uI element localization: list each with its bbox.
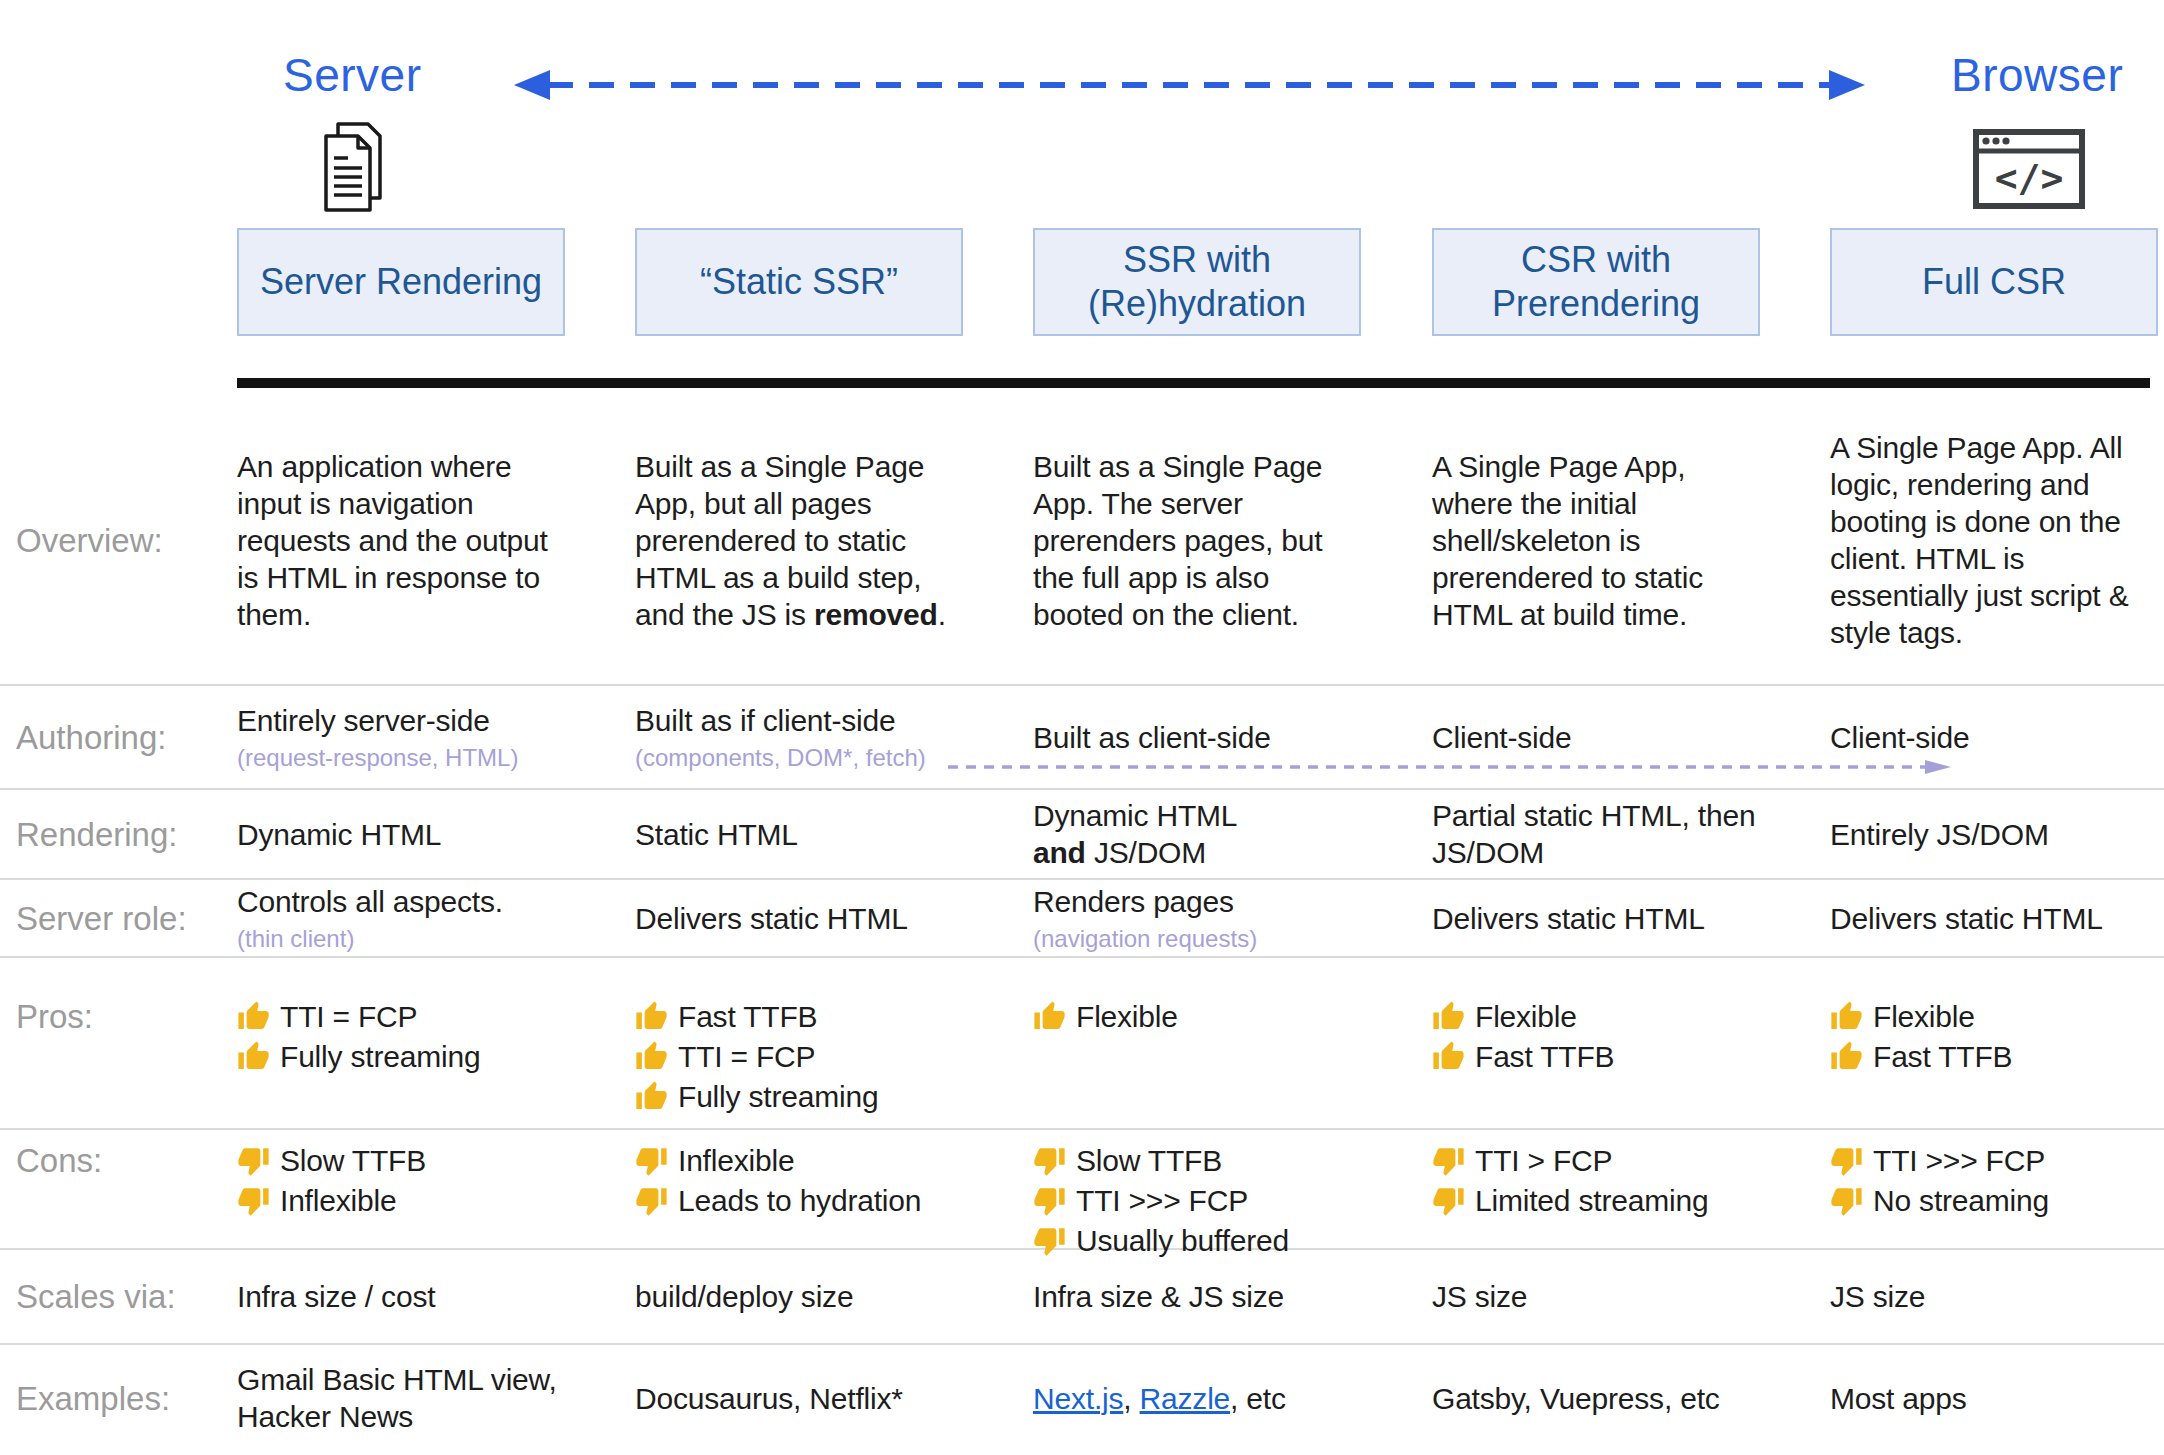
- row-label-cons: Cons:: [16, 1130, 237, 1262]
- server-role-server-rendering: Controls all aspects. (thin client): [237, 880, 565, 956]
- thumbs-up-icon: [635, 1080, 668, 1113]
- thumbs-down-icon: [1033, 1144, 1066, 1177]
- authoring-subtext: (request-response, HTML): [237, 743, 565, 773]
- server-label: Server: [283, 48, 421, 102]
- rendering-spectrum-diagram: Server Browser </> Server Rende: [0, 0, 2164, 1455]
- scales-full-csr: JS size: [1830, 1250, 2158, 1343]
- browser-label: Browser: [1951, 48, 2123, 102]
- divider-rule: [237, 378, 2150, 388]
- row-scales-via: Scales via: Infra size / cost build/depl…: [0, 1250, 2164, 1345]
- column-header-full-csr: Full CSR: [1830, 228, 2158, 336]
- nextjs-link[interactable]: Next.js: [1033, 1382, 1123, 1415]
- pros-static-ssr: Fast TTFB TTI = FCP Fully streaming: [635, 958, 963, 1128]
- server-role-subtext: (navigation requests): [1033, 924, 1361, 954]
- thumbs-up-icon: [635, 1040, 668, 1073]
- server-browser-spectrum-arrow-icon: [512, 62, 1867, 108]
- thumbs-down-icon: [1432, 1144, 1465, 1177]
- thumbs-up-icon: [1830, 1000, 1863, 1033]
- row-label-authoring: Authoring:: [16, 686, 237, 788]
- server-role-subtext: (thin client): [237, 924, 565, 954]
- row-label-scales-via: Scales via:: [16, 1250, 237, 1343]
- pros-ssr-rehydration: Flexible: [1033, 958, 1361, 1128]
- server-role-csr-prerendering: Delivers static HTML: [1432, 880, 1760, 956]
- thumbs-down-icon: [237, 1184, 270, 1217]
- cons-full-csr: TTI >>> FCP No streaming: [1830, 1130, 2158, 1262]
- overview-static-ssr: Built as a Single Page App, but all page…: [635, 396, 963, 684]
- row-label-server-role: Server role:: [16, 880, 237, 956]
- row-server-role: Server role: Controls all aspects. (thin…: [0, 880, 2164, 958]
- column-header-server-rendering: Server Rendering: [237, 228, 565, 336]
- examples-ssr-rehydration: Next.js, Razzle, etc: [1033, 1345, 1361, 1451]
- client-side-trend-arrow-icon: [948, 760, 1952, 774]
- browser-window-icon: </>: [1972, 128, 2086, 210]
- rendering-static-ssr: Static HTML: [635, 790, 963, 878]
- thumbs-down-icon: [237, 1144, 270, 1177]
- row-authoring: Authoring: Entirely server-side (request…: [0, 686, 2164, 790]
- thumbs-up-icon: [1432, 1000, 1465, 1033]
- scales-csr-prerendering: JS size: [1432, 1250, 1760, 1343]
- server-role-ssr-rehydration: Renders pages (navigation requests): [1033, 880, 1361, 956]
- thumbs-down-icon: [1432, 1184, 1465, 1217]
- cons-server-rendering: Slow TTFB Inflexible: [237, 1130, 565, 1262]
- server-role-full-csr: Delivers static HTML: [1830, 880, 2158, 956]
- rendering-server-rendering: Dynamic HTML: [237, 790, 565, 878]
- thumbs-up-icon: [635, 1000, 668, 1033]
- rendering-csr-prerendering: Partial static HTML, then JS/DOM: [1432, 790, 1760, 878]
- column-header-ssr-rehydration: SSR with (Re)hydration: [1033, 228, 1361, 336]
- thumbs-up-icon: [1432, 1040, 1465, 1073]
- cons-csr-prerendering: TTI > FCP Limited streaming: [1432, 1130, 1760, 1262]
- server-role-static-ssr: Delivers static HTML: [635, 880, 963, 956]
- authoring-server-rendering: Entirely server-side (request-response, …: [237, 686, 565, 788]
- overview-full-csr: A Single Page App. All logic, rendering …: [1830, 396, 2158, 684]
- thumbs-down-icon: [635, 1144, 668, 1177]
- row-cons: Cons: Slow TTFB Inflexible Inflexible Le…: [0, 1130, 2164, 1250]
- row-pros: Pros: TTI = FCP Fully streaming Fast TTF…: [0, 958, 2164, 1130]
- document-pages-icon: [318, 118, 390, 214]
- row-label-overview: Overview:: [16, 396, 237, 684]
- examples-csr-prerendering: Gatsby, Vuepress, etc: [1432, 1345, 1760, 1451]
- svg-text:</>: </>: [1995, 156, 2064, 200]
- row-examples: Examples: Gmail Basic HTML view, Hacker …: [0, 1345, 2164, 1451]
- column-header-static-ssr: “Static SSR”: [635, 228, 963, 336]
- thumbs-up-icon: [237, 1040, 270, 1073]
- pros-csr-prerendering: Flexible Fast TTFB: [1432, 958, 1760, 1128]
- thumbs-down-icon: [1830, 1184, 1863, 1217]
- rendering-ssr-rehydration: Dynamic HTML and JS/DOM: [1033, 790, 1361, 878]
- overview-server-rendering: An application where input is navigation…: [237, 396, 565, 684]
- razzle-link[interactable]: Razzle: [1140, 1382, 1231, 1415]
- row-label-rendering: Rendering:: [16, 790, 237, 878]
- pros-full-csr: Flexible Fast TTFB: [1830, 958, 2158, 1128]
- row-label-pros: Pros:: [16, 958, 237, 1128]
- thumbs-up-icon: [1033, 1000, 1066, 1033]
- thumbs-down-icon: [1033, 1184, 1066, 1217]
- examples-server-rendering: Gmail Basic HTML view, Hacker News: [237, 1345, 565, 1451]
- thumbs-down-icon: [635, 1184, 668, 1217]
- scales-server-rendering: Infra size / cost: [237, 1250, 565, 1343]
- pros-server-rendering: TTI = FCP Fully streaming: [237, 958, 565, 1128]
- row-overview: Overview: An application where input is …: [0, 396, 2164, 686]
- thumbs-up-icon: [237, 1000, 270, 1033]
- thumbs-down-icon: [1830, 1144, 1863, 1177]
- examples-full-csr: Most apps: [1830, 1345, 2158, 1451]
- overview-ssr-rehydration: Built as a Single Page App. The server p…: [1033, 396, 1361, 684]
- rendering-full-csr: Entirely JS/DOM: [1830, 790, 2158, 878]
- thumbs-up-icon: [1830, 1040, 1863, 1073]
- row-label-examples: Examples:: [16, 1345, 237, 1451]
- authoring-subtext: (components, DOM*, fetch): [635, 743, 963, 773]
- cons-ssr-rehydration: Slow TTFB TTI >>> FCP Usually buffered: [1033, 1130, 1361, 1262]
- column-header-csr-prerendering: CSR with Prerendering: [1432, 228, 1760, 336]
- column-headers-row: Server Rendering “Static SSR” SSR with (…: [0, 228, 2164, 336]
- examples-static-ssr: Docusaurus, Netflix*: [635, 1345, 963, 1451]
- row-rendering: Rendering: Dynamic HTML Static HTML Dyna…: [0, 790, 2164, 880]
- cons-static-ssr: Inflexible Leads to hydration: [635, 1130, 963, 1262]
- overview-csr-prerendering: A Single Page App, where the initial she…: [1432, 396, 1760, 684]
- scales-ssr-rehydration: Infra size & JS size: [1033, 1250, 1361, 1343]
- authoring-static-ssr: Built as if client-side (components, DOM…: [635, 686, 963, 788]
- scales-static-ssr: build/deploy size: [635, 1250, 963, 1343]
- hero-header: Server Browser </>: [0, 0, 2164, 228]
